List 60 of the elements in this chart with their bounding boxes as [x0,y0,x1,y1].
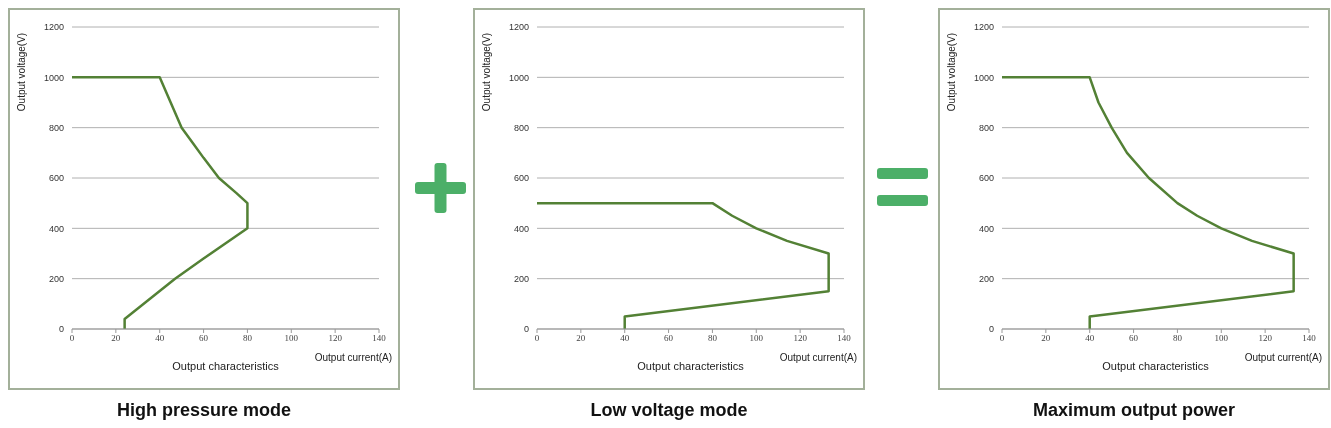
y-axis-title: Output voltage(V) [480,32,492,112]
y-tick-label: 1000 [508,72,529,83]
line-series [72,76,249,329]
text: Low voltage mode [589,400,749,421]
text: Output characteristics [1102,360,1209,372]
y-tick-label: 0 [58,324,64,335]
x-tick-label: 0 [534,333,540,344]
x-tick-label: 20 [1041,333,1051,344]
text: High pressure mode [115,400,292,421]
y-tick-label: 400 [48,223,64,234]
x-tick-label: 120 [328,333,343,344]
x-tick-label: 0 [999,333,1005,344]
y-tick-label: 600 [978,173,994,184]
x-tick-label: 80 [1172,333,1183,344]
y-tick-label: 400 [513,223,529,234]
x-axis-title: Output current(A) [314,352,392,363]
y-tick-label: 1000 [43,72,64,83]
y-tick-label: 600 [48,173,64,184]
x-tick-label: 40 [155,333,165,344]
x-tick-label: 140 [837,333,852,344]
x-tick-label: 100 [284,333,299,344]
y-tick-label: 200 [513,273,529,284]
x-tick-label: 60 [664,333,674,344]
x-tick-label: 40 [1085,333,1095,344]
y-tick-label: 1200 [43,22,64,33]
x-tick-label: 20 [111,333,121,344]
y-tick-label: 200 [978,273,994,284]
text: Output characteristics [172,360,279,372]
x-tick-label: 40 [620,333,630,344]
line-series [1002,76,1295,329]
x-axis-title: Output current(A) [779,352,857,363]
line-series [537,201,830,329]
y-axis-title: Output voltage(V) [15,32,27,112]
text: Output characteristics [637,360,744,372]
x-tick-label: 120 [1258,333,1273,344]
y-tick-label: 800 [513,122,529,133]
y-tick-label: 200 [48,273,64,284]
y-tick-label: 0 [523,324,529,335]
y-axis-title: Output voltage(V) [945,32,957,112]
x-tick-label: 20 [576,333,586,344]
text: Maximum output power [1032,400,1236,421]
x-tick-label: 80 [707,333,718,344]
y-tick-label: 400 [978,223,994,234]
x-tick-label: 140 [372,333,387,344]
y-tick-label: 800 [48,122,64,133]
x-tick-label: 60 [1129,333,1139,344]
x-tick-label: 100 [1214,333,1229,344]
x-tick-label: 140 [1302,333,1317,344]
y-tick-label: 1000 [973,72,994,83]
x-tick-label: 0 [69,333,75,344]
x-tick-label: 60 [199,333,209,344]
y-tick-label: 0 [988,324,994,335]
x-tick-label: 100 [749,333,764,344]
y-tick-label: 1200 [973,22,994,33]
y-tick-label: 800 [978,122,994,133]
x-axis-title: Output current(A) [1244,352,1322,363]
y-tick-label: 1200 [508,22,529,33]
x-tick-label: 80 [242,333,253,344]
x-tick-label: 120 [793,333,808,344]
y-tick-label: 600 [513,173,529,184]
